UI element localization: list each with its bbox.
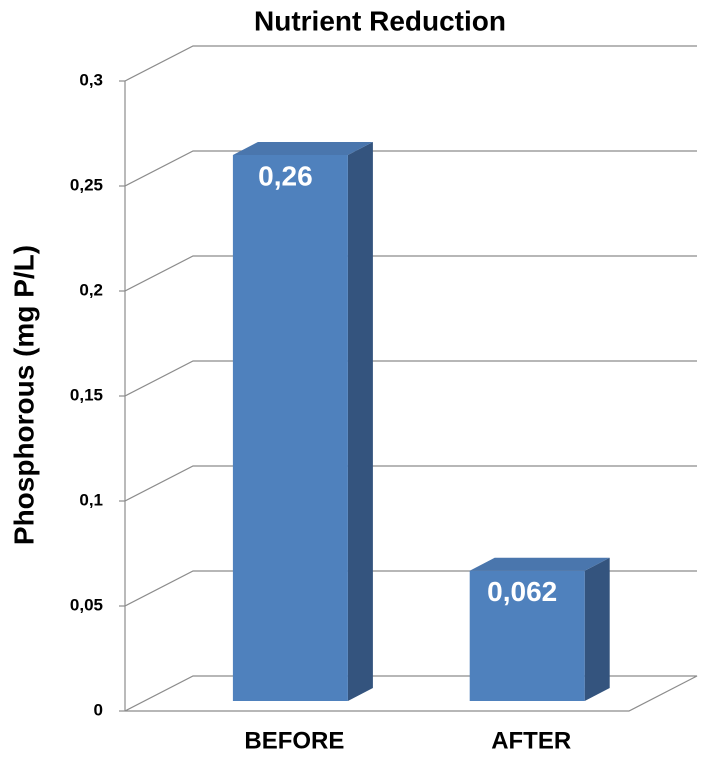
floor — [124, 675, 698, 712]
bar-side — [347, 142, 373, 701]
bar-top — [232, 142, 373, 155]
x-tick-label: AFTER — [491, 727, 571, 754]
y-axis-label: Phosphorous (mg P/L) — [8, 245, 39, 545]
y-tick-label: 0,05 — [70, 595, 103, 614]
y-tick-label: 0,15 — [70, 385, 103, 404]
grid-line — [124, 360, 697, 397]
bar — [232, 155, 348, 701]
bar — [469, 570, 585, 701]
chart-title: Nutrient Reduction — [254, 5, 506, 36]
y-tick-label: 0,25 — [70, 175, 103, 194]
grid-line — [124, 570, 697, 607]
data-label: 0,26 — [258, 160, 313, 191]
bar-side — [584, 557, 610, 701]
y-tick-label: 0 — [94, 700, 103, 719]
y-tick-label: 0,2 — [79, 280, 103, 299]
grid-line — [124, 45, 697, 82]
grid-line — [124, 255, 697, 292]
y-tick-label: 0,3 — [79, 70, 103, 89]
bar-top — [469, 557, 610, 571]
x-tick-label: BEFORE — [244, 727, 344, 754]
grid-line — [124, 150, 697, 187]
data-label: 0,062 — [487, 576, 557, 607]
y-tick-label: 0,1 — [79, 490, 103, 509]
grid-line — [124, 465, 697, 502]
